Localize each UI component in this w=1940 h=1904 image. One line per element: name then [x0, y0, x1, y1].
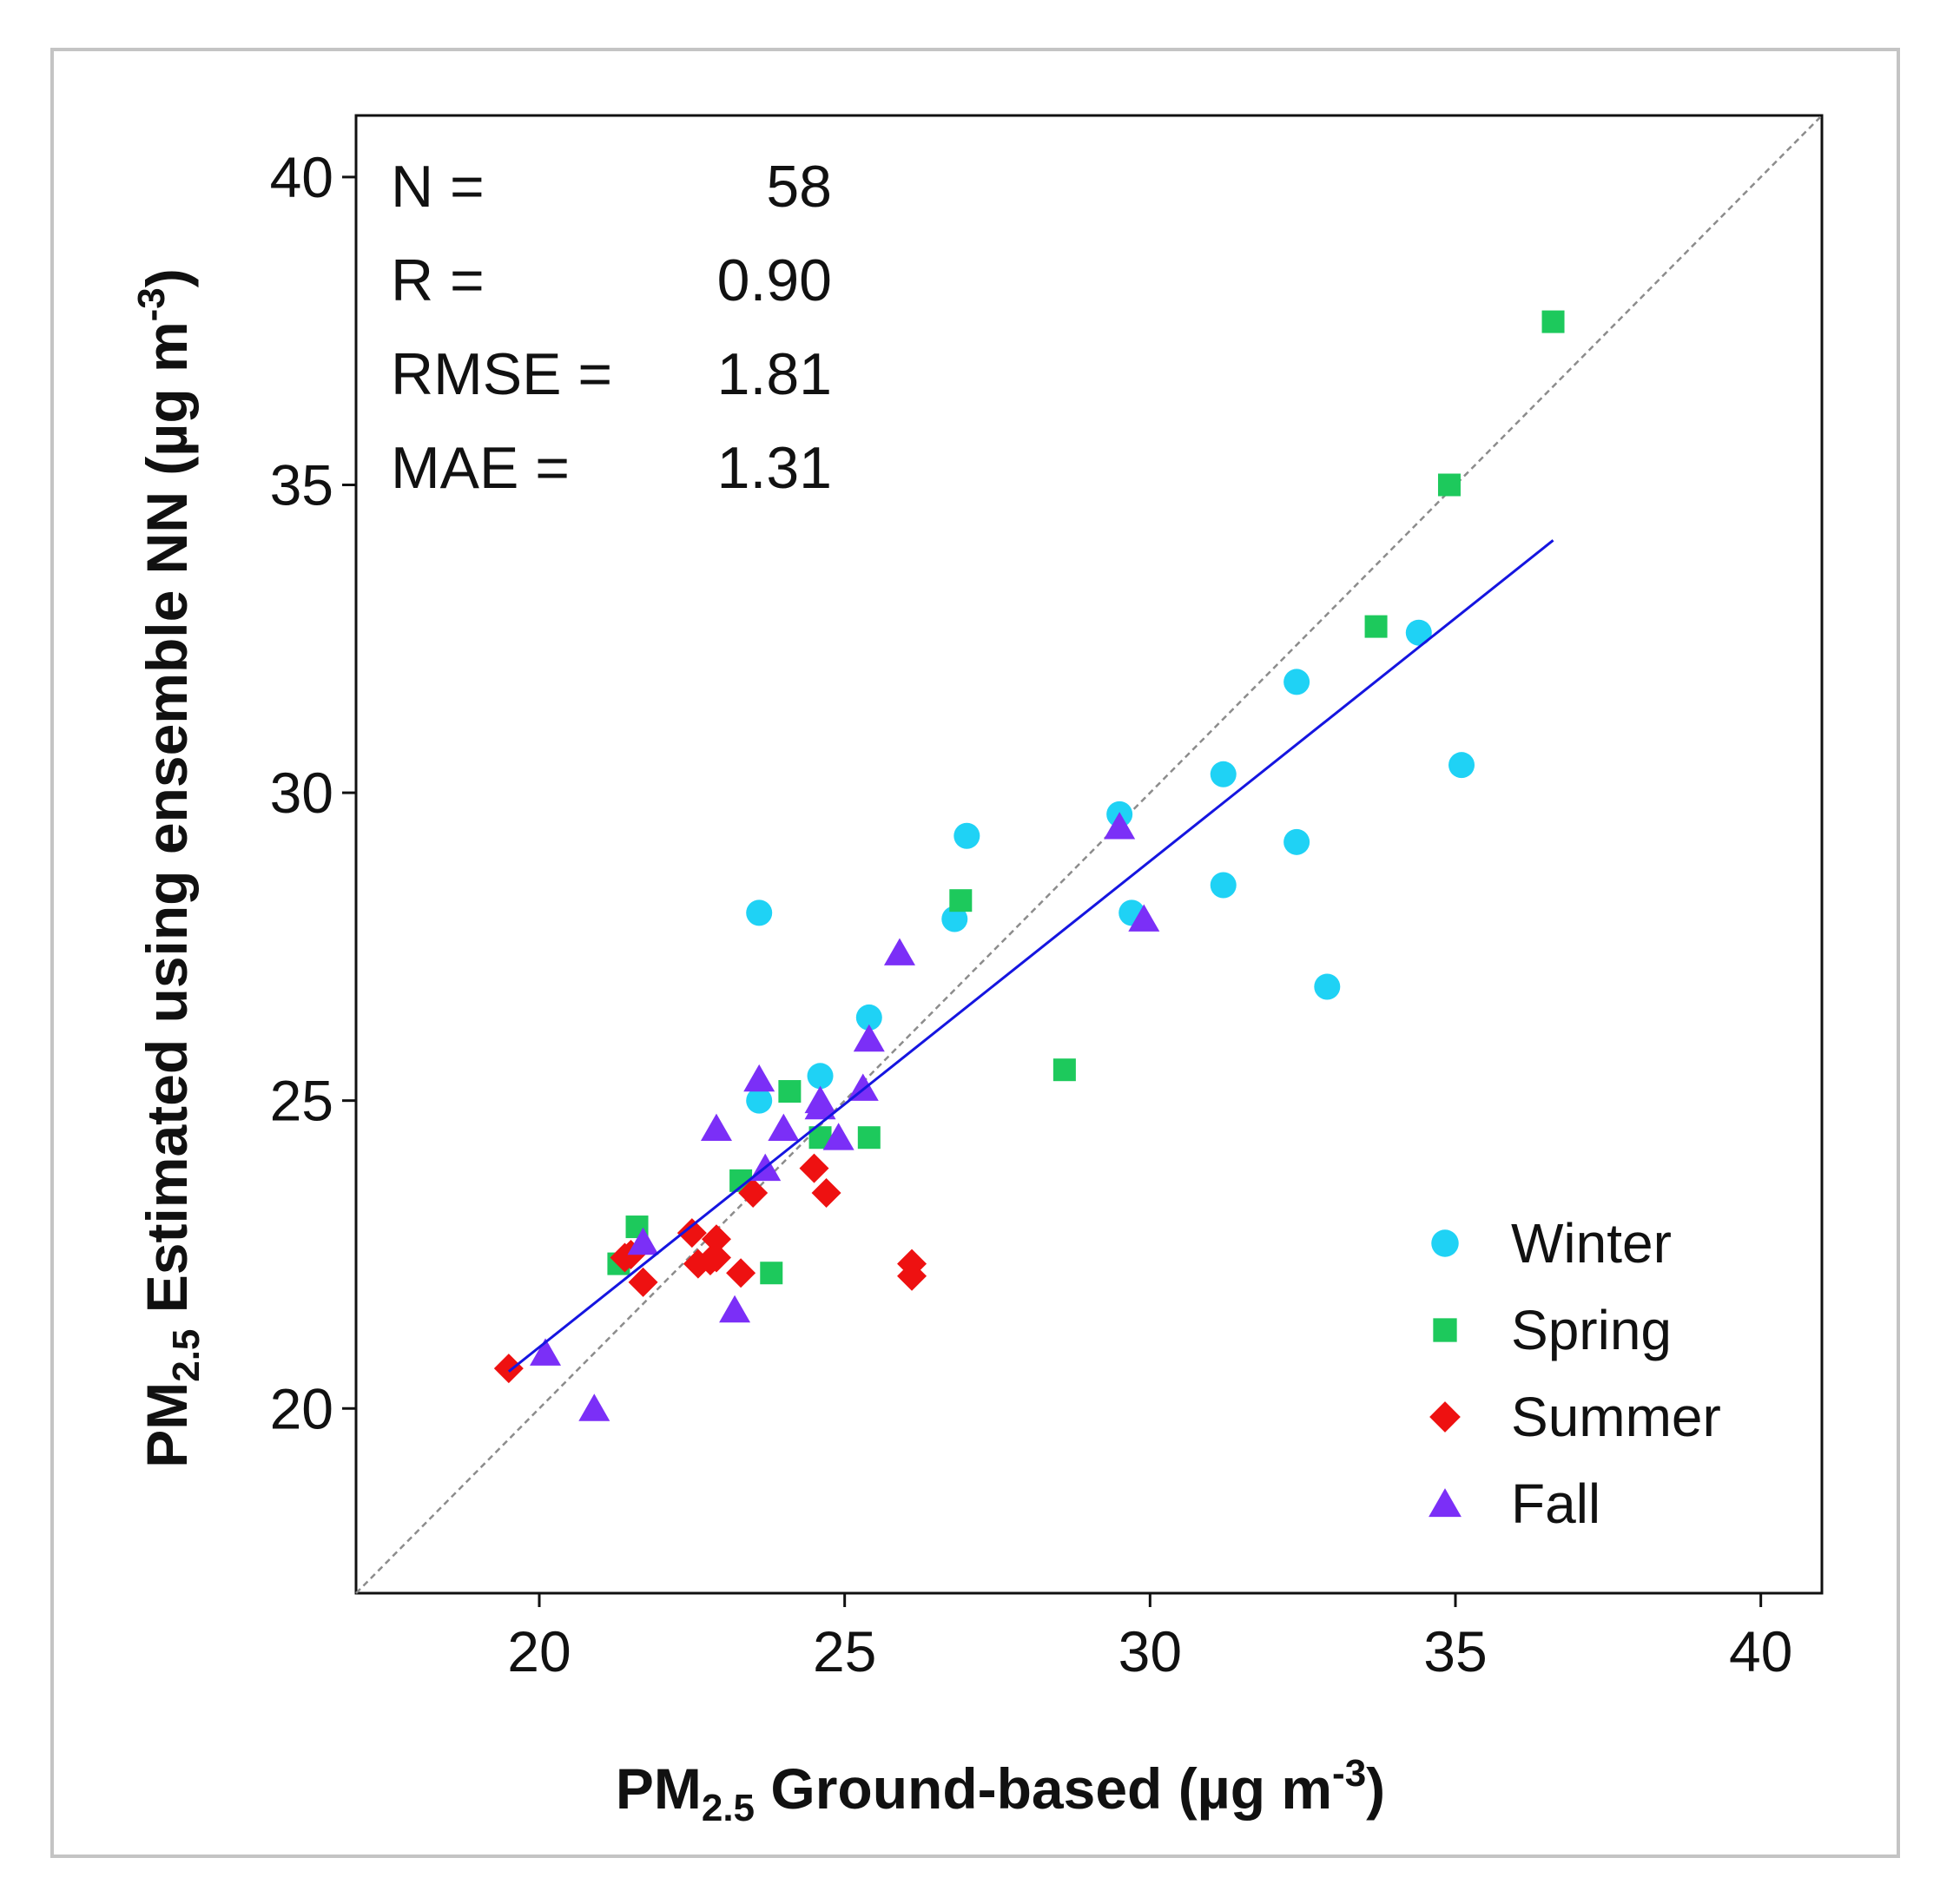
point-spring [760, 1262, 783, 1285]
legend-marker-winter [1431, 1229, 1459, 1257]
stat-value: 1.81 [717, 341, 832, 407]
point-summer [897, 1261, 927, 1291]
legend-label-spring: Spring [1511, 1299, 1672, 1361]
legend-marker-summer [1429, 1401, 1461, 1433]
x-tick-label: 40 [1729, 1619, 1792, 1683]
point-winter [954, 822, 980, 849]
point-spring [857, 1126, 881, 1150]
point-spring [778, 1080, 802, 1104]
legend-label-winter: Winter [1511, 1212, 1672, 1275]
point-fall [822, 1123, 855, 1150]
point-summer [701, 1224, 731, 1255]
point-fall [578, 1393, 610, 1421]
y-axis-title: PM2.5 Estimated using ensemble NN (µg m-… [130, 268, 208, 1468]
legend-marker-fall [1429, 1488, 1462, 1518]
point-winter [1210, 872, 1237, 899]
y-tick-label: 40 [270, 145, 333, 209]
point-fall [804, 1085, 836, 1114]
stat-label: RMSE = [391, 341, 612, 407]
point-winter [1314, 973, 1341, 1000]
stat-value: 58 [766, 154, 832, 220]
point-winter [1448, 752, 1475, 779]
reference-line [355, 115, 1823, 1594]
point-fall [883, 938, 915, 965]
point-summer [676, 1218, 707, 1248]
point-fall [743, 1064, 775, 1092]
point-fall [853, 1024, 885, 1052]
point-spring [1364, 615, 1388, 638]
point-winter [1283, 669, 1310, 695]
point-summer [493, 1354, 524, 1384]
point-spring [1541, 310, 1565, 333]
x-tick-label: 35 [1423, 1619, 1487, 1683]
y-tick-label: 30 [270, 761, 333, 825]
point-winter [1405, 619, 1432, 646]
x-tick-label: 25 [813, 1619, 876, 1683]
point-summer [811, 1178, 841, 1209]
x-tick-label: 30 [1118, 1619, 1182, 1683]
stat-label: R = [391, 247, 485, 313]
legend-marker-spring [1433, 1318, 1457, 1342]
point-winter [807, 1063, 834, 1090]
point-spring [1437, 473, 1461, 497]
point-fall [719, 1295, 751, 1323]
point-summer [738, 1178, 769, 1209]
point-fall [1128, 904, 1160, 932]
x-axis-title: PM2.5 Ground-based (µg m-3) [616, 1752, 1385, 1829]
legend-label-fall: Fall [1511, 1472, 1600, 1535]
regression-line [507, 539, 1554, 1373]
point-winter [746, 1087, 773, 1114]
point-winter [1210, 761, 1237, 787]
point-fall [530, 1338, 562, 1366]
plot-area [354, 114, 1824, 1595]
y-tick-label: 35 [270, 453, 333, 517]
legend-label-summer: Summer [1511, 1386, 1721, 1448]
point-winter [855, 1004, 882, 1031]
point-spring [1052, 1058, 1076, 1082]
stat-label: MAE = [391, 435, 570, 501]
point-winter [941, 906, 968, 932]
point-fall [768, 1113, 800, 1142]
y-tick-label: 25 [270, 1069, 333, 1133]
point-summer [799, 1153, 829, 1183]
point-fall [700, 1113, 732, 1142]
stat-value: 1.31 [717, 435, 832, 501]
point-winter [746, 899, 773, 926]
y-tick-label: 20 [270, 1376, 333, 1440]
stat-value: 0.90 [717, 247, 832, 313]
point-fall [627, 1227, 659, 1255]
point-summer [726, 1258, 756, 1288]
stat-label: N = [391, 154, 485, 220]
point-fall [1104, 812, 1136, 840]
point-summer [628, 1267, 658, 1297]
point-spring [949, 889, 973, 912]
point-summer [701, 1242, 731, 1273]
point-winter [1283, 828, 1310, 855]
point-fall [847, 1073, 879, 1101]
x-tick-label: 20 [507, 1619, 571, 1683]
